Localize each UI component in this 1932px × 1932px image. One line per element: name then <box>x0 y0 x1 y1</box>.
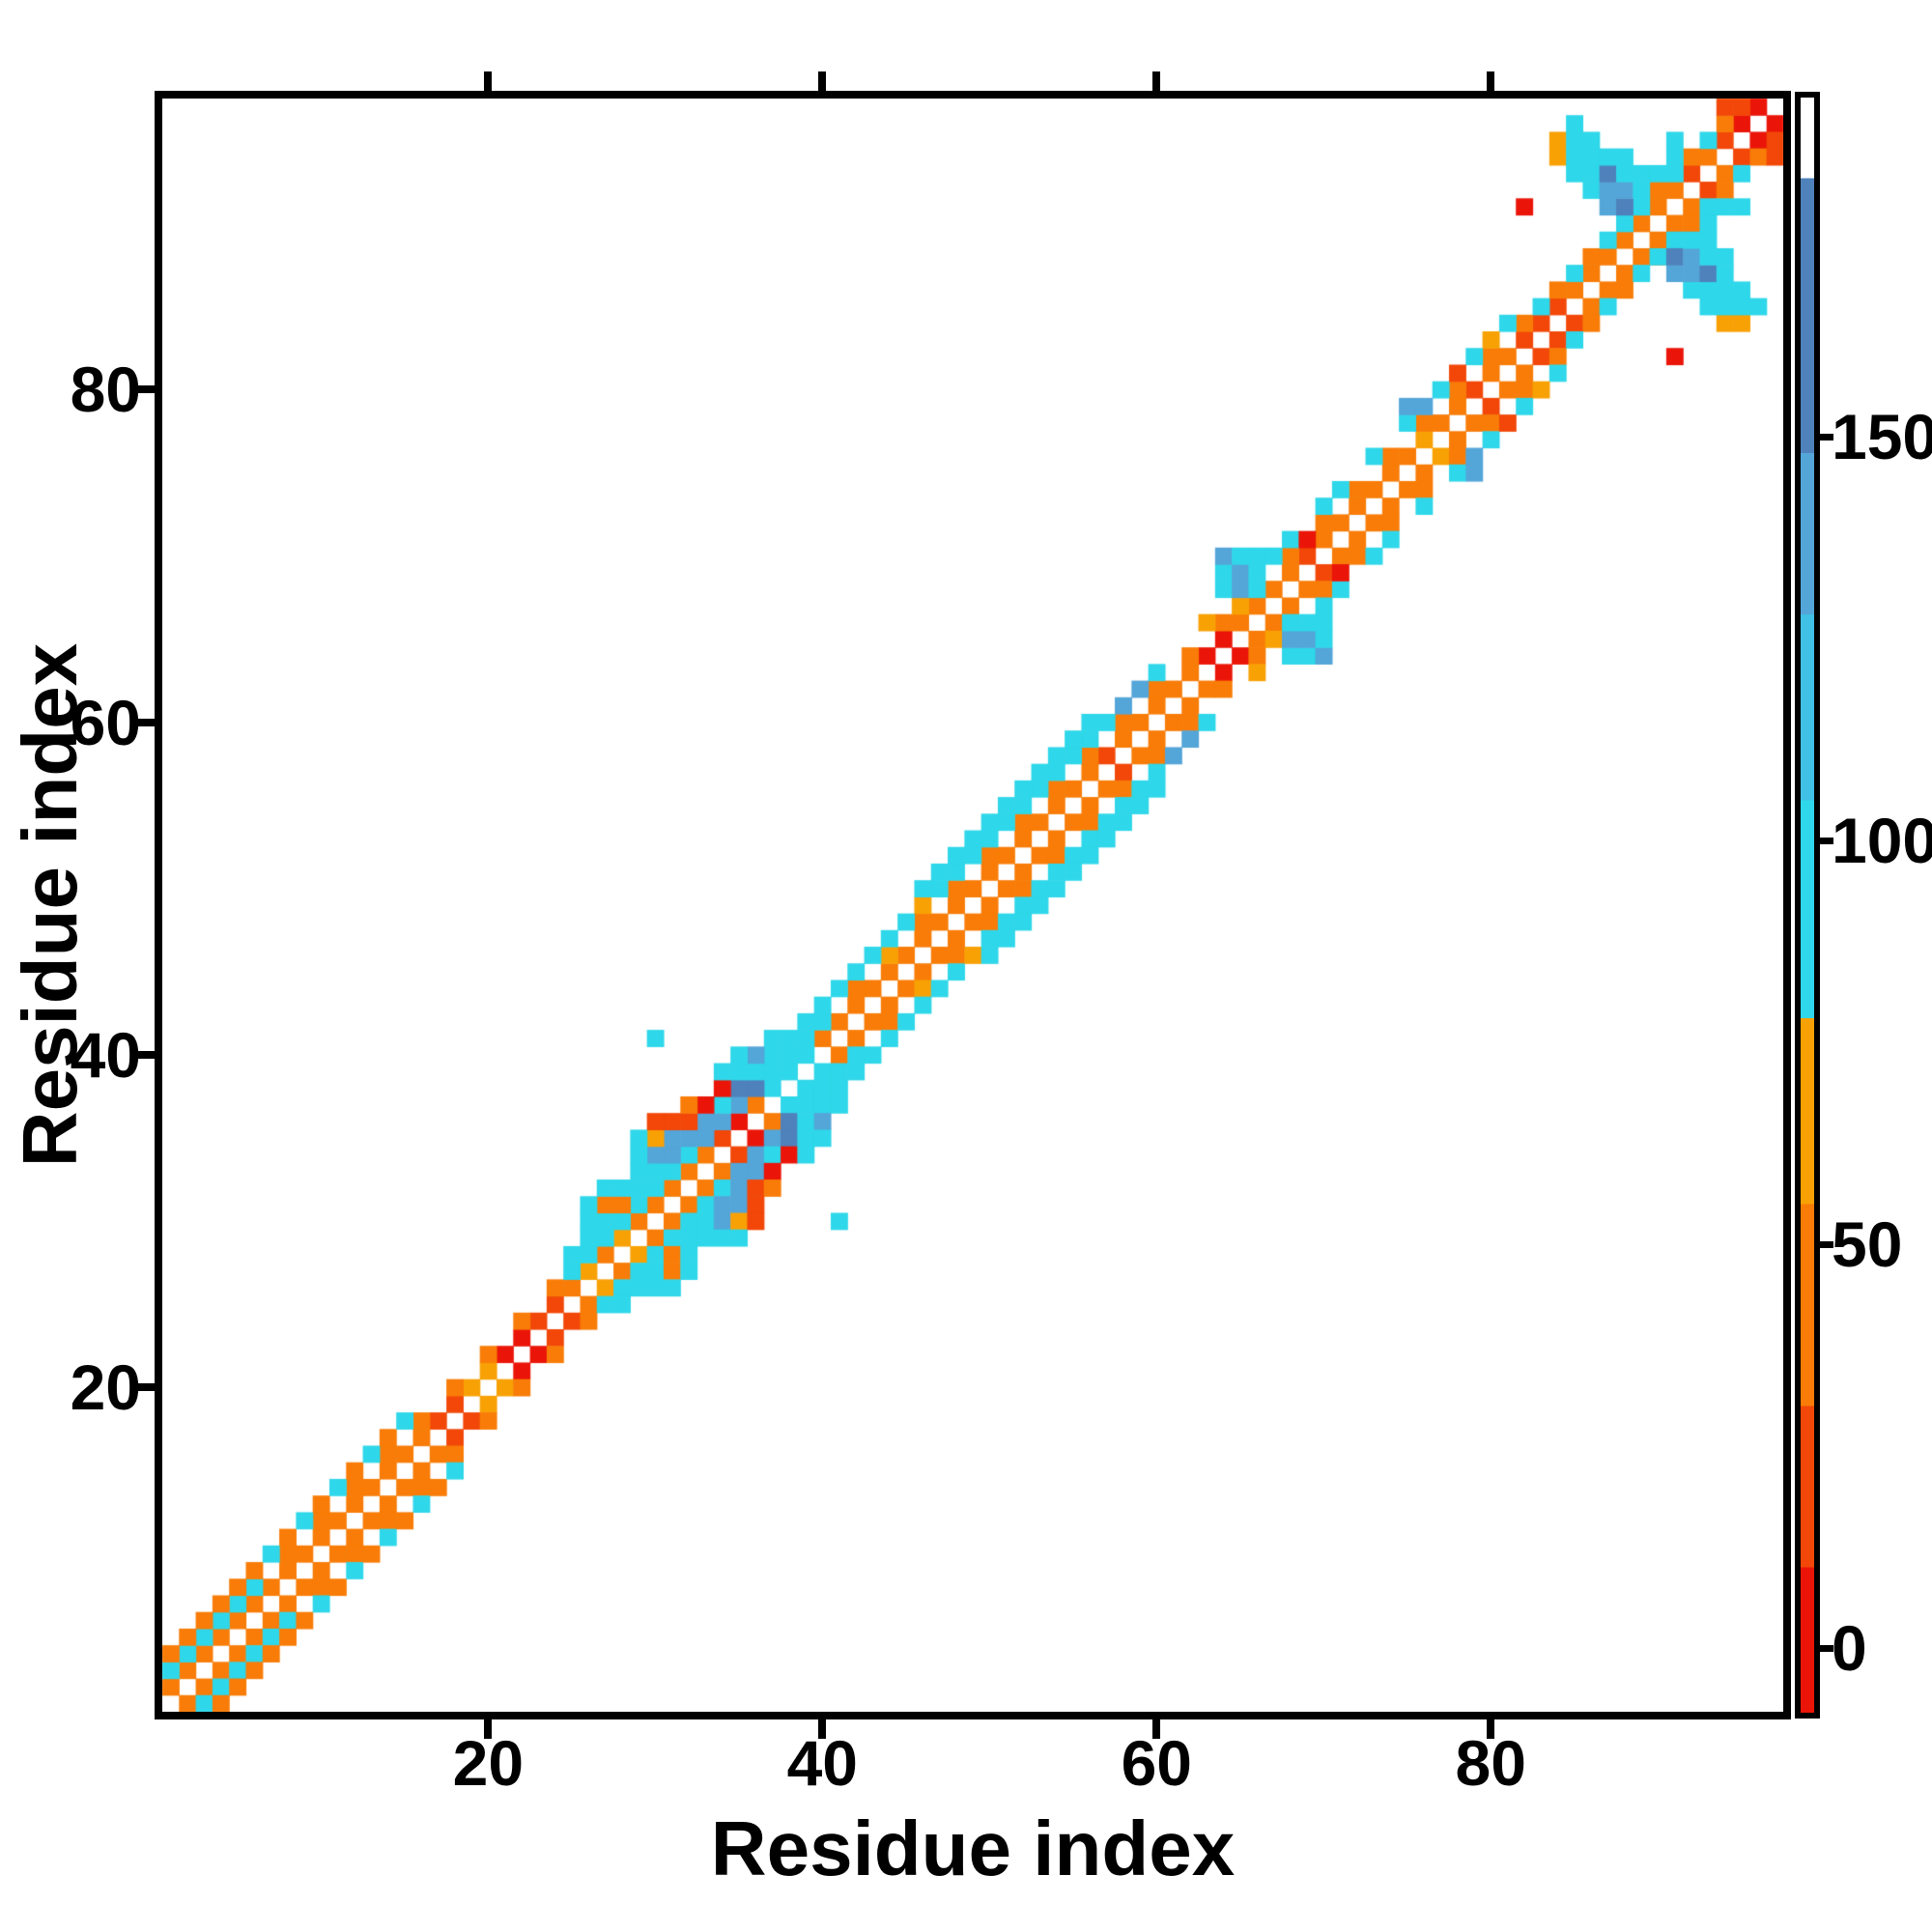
x-tick-bottom <box>818 1719 827 1739</box>
y-tick-left <box>135 1050 155 1059</box>
x-tick-label: 40 <box>786 1727 859 1799</box>
x-tick-top <box>1487 71 1495 91</box>
y-tick-left <box>135 718 155 726</box>
y-tick-left <box>135 1383 155 1392</box>
colorbar <box>1795 92 1820 1719</box>
x-tick-label: 60 <box>1121 1727 1192 1799</box>
colorbar-tick-label: 150 <box>1832 401 1932 473</box>
y-tick-label: 80 <box>70 354 141 426</box>
y-tick-left <box>135 385 155 394</box>
x-tick-label: 20 <box>452 1727 525 1799</box>
colorbar-tick-label: 100 <box>1832 805 1932 877</box>
x-tick-bottom <box>484 1719 493 1739</box>
x-tick-label: 80 <box>1455 1727 1526 1799</box>
x-tick-bottom <box>1487 1719 1495 1739</box>
y-tick-right <box>1783 1050 1791 1059</box>
y-tick-right <box>1783 1383 1791 1392</box>
y-tick-label: 40 <box>70 1018 141 1091</box>
x-tick-top <box>484 71 493 91</box>
colorbar-tick <box>1820 1644 1833 1652</box>
y-tick-label: 60 <box>70 686 141 758</box>
y-tick-right <box>1783 385 1791 394</box>
colorbar-gradient <box>1801 98 1814 1713</box>
y-tick-right <box>1783 718 1791 726</box>
x-axis-label: Residue index <box>710 1805 1236 1891</box>
plot-frame <box>155 91 1791 1719</box>
x-tick-top <box>1152 71 1161 91</box>
y-tick-label: 20 <box>70 1351 141 1424</box>
colorbar-tick <box>1820 1240 1833 1248</box>
x-tick-bottom <box>1152 1719 1161 1739</box>
y-axis-label: Residue index <box>7 642 93 1168</box>
colorbar-tick-label: 0 <box>1832 1612 1867 1685</box>
colorbar-tick <box>1820 433 1833 440</box>
colorbar-tick-label: 50 <box>1832 1208 1903 1281</box>
x-tick-top <box>818 71 827 91</box>
colorbar-tick <box>1820 837 1833 844</box>
